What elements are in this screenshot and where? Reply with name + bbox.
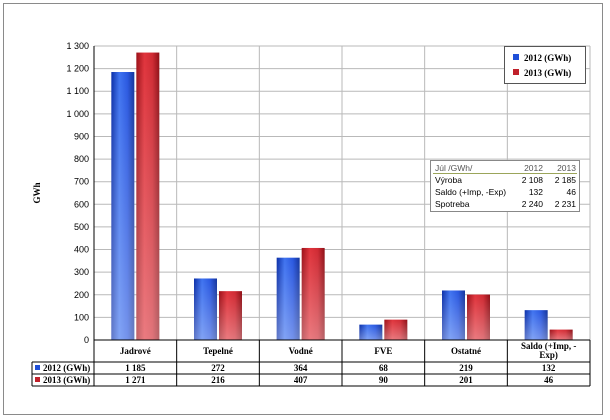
table-value: 216 (211, 375, 225, 385)
summary-row-value-2012: 132 (528, 187, 543, 197)
table-value: 1 271 (125, 375, 146, 385)
bar-highlight (359, 324, 383, 340)
bar-highlight (549, 329, 573, 340)
summary-row-label: Spotreba (435, 199, 470, 209)
bar-highlight (384, 319, 408, 340)
y-tick-label: 800 (74, 154, 89, 164)
x-category-label: Saldo (+Imp, -Exp) (521, 341, 576, 360)
y-tick-label: 0 (84, 335, 89, 345)
y-tick-label: 1 000 (66, 109, 89, 119)
bar-highlight (276, 257, 300, 340)
legend-swatch-2013 (513, 69, 519, 75)
summary-header-2013: 2013 (557, 163, 576, 173)
bar-highlight (467, 294, 490, 340)
y-tick-label: 100 (74, 312, 89, 322)
summary-row-value-2013: 2 231 (554, 199, 576, 209)
summary-table: Júl /GWh/ 2012 2013 Výroba 2 108 2 185 S… (430, 160, 580, 212)
bar-highlight (301, 247, 325, 340)
y-tick-label: 1 100 (66, 86, 89, 96)
y-tick-label: 500 (74, 222, 89, 232)
summary-row-value-2013: 46 (566, 187, 576, 197)
legend-swatch-2012 (513, 54, 519, 60)
summary-row-value-2013: 2 185 (554, 175, 576, 185)
summary-header-row: Júl /GWh/ 2012 2013 (431, 162, 581, 174)
table-series-swatch (35, 365, 40, 370)
y-tick-label: 400 (74, 245, 89, 255)
table-value: 132 (542, 363, 556, 373)
summary-header-divider (433, 173, 577, 174)
table-series-name: 2013 (GWh) (43, 375, 90, 385)
summary-row-value-2012: 2 108 (521, 175, 543, 185)
table-value: 46 (544, 375, 554, 385)
x-category-label: Jadrové (120, 346, 151, 356)
table-value: 407 (294, 375, 308, 385)
table-value: 90 (379, 375, 389, 385)
legend-label-2012: 2012 (GWh) (524, 53, 572, 63)
y-tick-label: 200 (74, 290, 89, 300)
summary-row-label: Výroba (435, 175, 462, 185)
y-tick-label: 700 (74, 177, 89, 187)
y-tick-label: 1 200 (66, 64, 89, 74)
table-value: 364 (294, 363, 308, 373)
x-category-label: Ostatné (451, 346, 481, 356)
y-axis-label: GWh (32, 182, 42, 203)
summary-row-saldo: Saldo (+Imp, -Exp) 132 46 (431, 186, 581, 198)
legend-label-2013: 2013 (GWh) (524, 68, 572, 78)
y-tick-label: 600 (74, 199, 89, 209)
table-value: 1 185 (125, 363, 146, 373)
legend-item-2012: 2012 (GWh) (513, 51, 571, 65)
table-series-name: 2012 (GWh) (43, 363, 90, 373)
table-value: 272 (211, 363, 225, 373)
bar-highlight (219, 291, 242, 340)
summary-row-vyroba: Výroba 2 108 2 185 (431, 174, 581, 186)
y-tick-label: 1 300 (66, 41, 89, 51)
bar-highlight (194, 278, 217, 340)
summary-row-value-2012: 2 240 (521, 199, 543, 209)
table-value: 201 (459, 375, 473, 385)
legend-item-2013: 2013 (GWh) (513, 66, 571, 80)
x-category-label: FVE (374, 346, 392, 356)
table-value: 68 (379, 363, 389, 373)
y-tick-label: 900 (74, 131, 89, 141)
y-tick-label: 300 (74, 267, 89, 277)
table-series-swatch (35, 377, 40, 382)
bar-highlight (111, 72, 135, 340)
summary-header-label: Júl /GWh/ (435, 163, 473, 173)
x-category-label: Vodné (289, 346, 313, 356)
summary-row-label: Saldo (+Imp, -Exp) (435, 187, 507, 197)
bar-highlight (136, 52, 160, 340)
summary-row-spotreba: Spotreba 2 240 2 231 (431, 198, 581, 210)
bar-highlight (442, 290, 465, 340)
bar-highlight (524, 310, 548, 340)
x-category-label: Tepelné (203, 346, 233, 356)
chart-legend: 2012 (GWh) 2013 (GWh) (504, 46, 586, 84)
summary-header-2012: 2012 (524, 163, 543, 173)
table-value: 219 (459, 363, 473, 373)
